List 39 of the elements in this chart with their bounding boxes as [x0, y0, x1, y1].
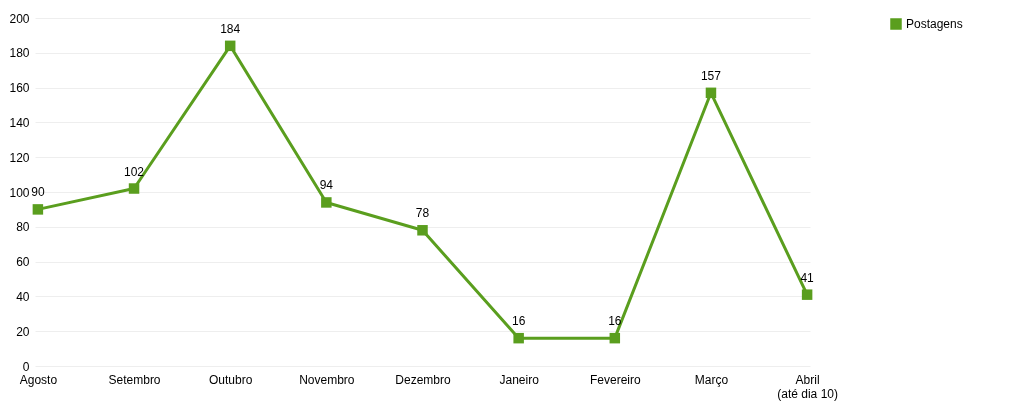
- y-tick-label: 0: [22, 359, 30, 374]
- x-tick-label: Outubro: [209, 372, 253, 387]
- point: [417, 225, 428, 236]
- x-tick-label: Fevereiro: [589, 372, 641, 387]
- y-tick-label: 80: [16, 220, 30, 235]
- point: [609, 332, 621, 344]
- y-tick-label: 120: [9, 150, 30, 165]
- point: [32, 204, 44, 215]
- point: [705, 87, 717, 99]
- data-label: 157: [700, 68, 722, 83]
- data-label: 16: [511, 314, 526, 329]
- y-tick-label: 40: [16, 289, 30, 304]
- data-label: 102: [124, 164, 145, 179]
- x-tick-label: Dezembro: [395, 372, 451, 387]
- data-label: 41: [800, 270, 815, 285]
- data-label: 184: [220, 21, 241, 36]
- y-tick-label: 20: [16, 324, 30, 339]
- legend-label: Postagens: [906, 17, 963, 31]
- y-tick-label: 140: [9, 115, 30, 130]
- data-label: 90: [31, 185, 45, 200]
- y-tick-label: 100: [9, 185, 30, 200]
- x-tick-label: Agosto: [19, 372, 58, 387]
- data-label: 94: [319, 178, 334, 193]
- point: [513, 332, 524, 344]
- x-tick-label: Abril (até dia 10): [777, 372, 838, 401]
- point: [128, 183, 140, 194]
- x-tick-label: Novembro: [299, 372, 355, 387]
- y-tick-label: 180: [9, 46, 30, 61]
- point: [321, 197, 332, 208]
- data-label: 16: [608, 314, 622, 329]
- point: [801, 289, 813, 300]
- y-tick-label: 200: [9, 11, 30, 26]
- y-tick-label: 60: [16, 255, 30, 270]
- data-label: 78: [415, 206, 430, 221]
- x-tick-label: Setembro: [108, 372, 161, 387]
- point: [224, 40, 236, 52]
- x-tick-label: Janeiro: [499, 372, 540, 387]
- x-tick-label: Março: [694, 372, 729, 387]
- y-tick-label: 160: [9, 81, 30, 96]
